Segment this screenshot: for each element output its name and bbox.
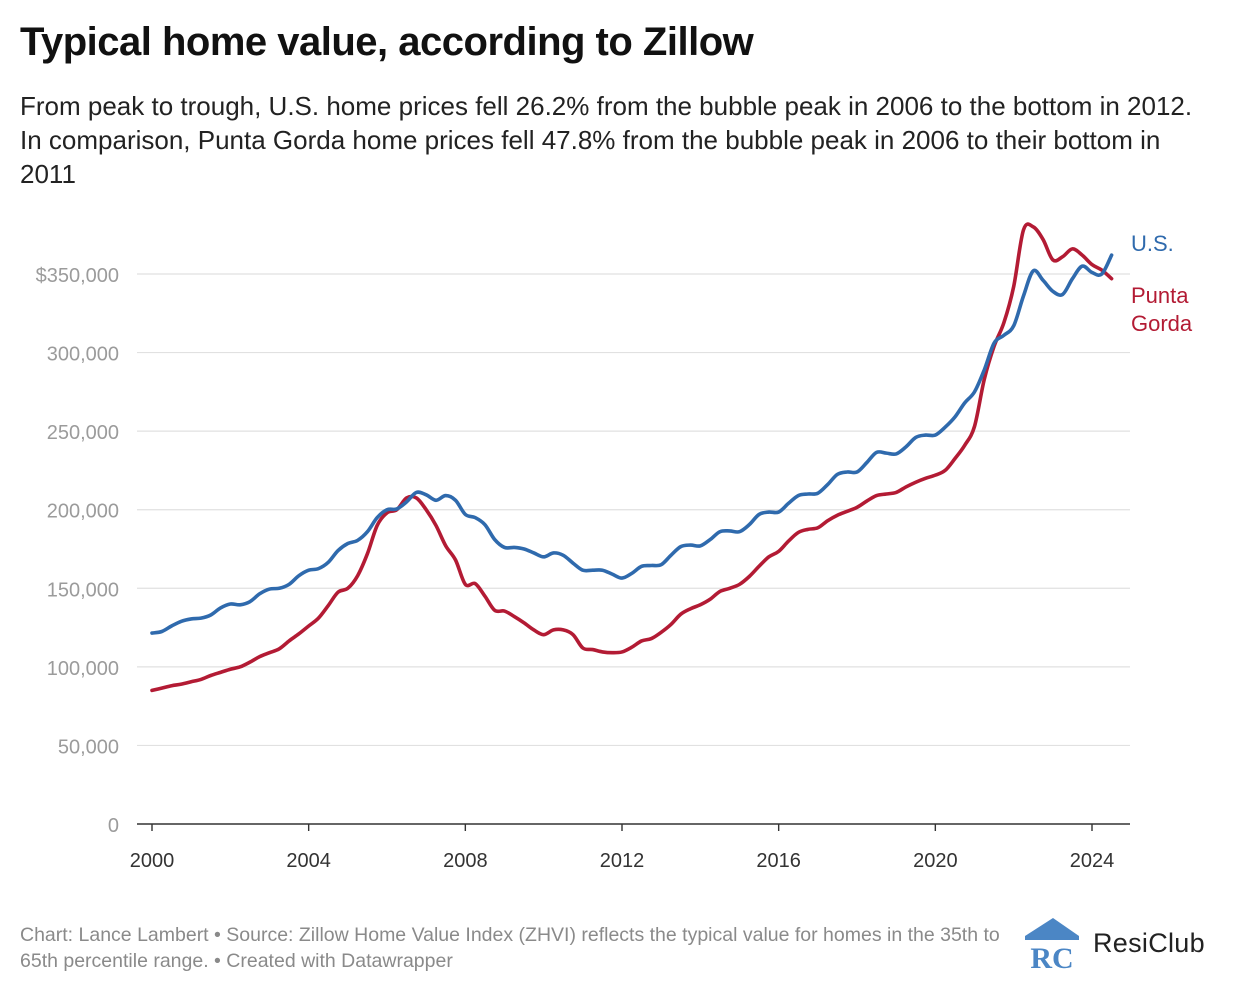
series-labels: U.S. Punta Gorda — [1131, 231, 1193, 336]
series-label-line: Gorda — [1131, 311, 1193, 336]
chart-title: Typical home value, according to Zillow — [20, 20, 754, 64]
grid — [137, 273, 1130, 747]
y-tick-label: 250,000 — [47, 422, 119, 444]
y-axis: 0 50,000 100,000 150,000 200,000 250,000 300,0… — [36, 265, 119, 837]
x-axis: 2000 2004 2008 2012 2016 2020 2024 — [130, 823, 1130, 872]
x-tick-label: 2004 — [286, 850, 331, 872]
y-tick-label: 100,000 — [47, 658, 119, 680]
logo-roof-shape — [1025, 918, 1079, 940]
y-tick-label: 200,000 — [47, 501, 119, 523]
series-label-us: U.S. — [1131, 231, 1174, 256]
y-tick-label: 150,000 — [47, 579, 119, 601]
y-tick-label: 50,000 — [58, 736, 119, 758]
resiclub-logo-icon: RC — [1025, 918, 1079, 972]
brand-name: ResiClub — [1093, 927, 1205, 958]
x-tick-label: 2024 — [1070, 850, 1115, 872]
y-tick-label: $350,000 — [36, 265, 119, 287]
x-tick-label: 2020 — [913, 850, 958, 872]
y-tick-label: 300,000 — [47, 344, 119, 366]
series-lines — [150, 222, 1114, 693]
x-tick-label: 2008 — [443, 850, 488, 872]
brand: RC ResiClub — [1023, 912, 1205, 974]
series-line-punta-gorda — [150, 222, 1114, 693]
y-tick-label: 0 — [108, 815, 119, 837]
series-line-u-s — [150, 253, 1114, 635]
series-label-line: Punta — [1131, 283, 1189, 308]
x-tick-label: 2016 — [756, 850, 801, 872]
logo-letters: RC — [1030, 942, 1073, 972]
x-tick-label: 2012 — [600, 850, 645, 872]
x-tick-label: 2000 — [130, 850, 175, 872]
series-label-punta-gorda: Punta Gorda — [1131, 283, 1193, 336]
chart-subtitle: From peak to trough, U.S. home prices fe… — [20, 91, 1193, 189]
chart-footer: Chart: Lance Lambert • Source: Zillow Ho… — [20, 924, 1000, 972]
